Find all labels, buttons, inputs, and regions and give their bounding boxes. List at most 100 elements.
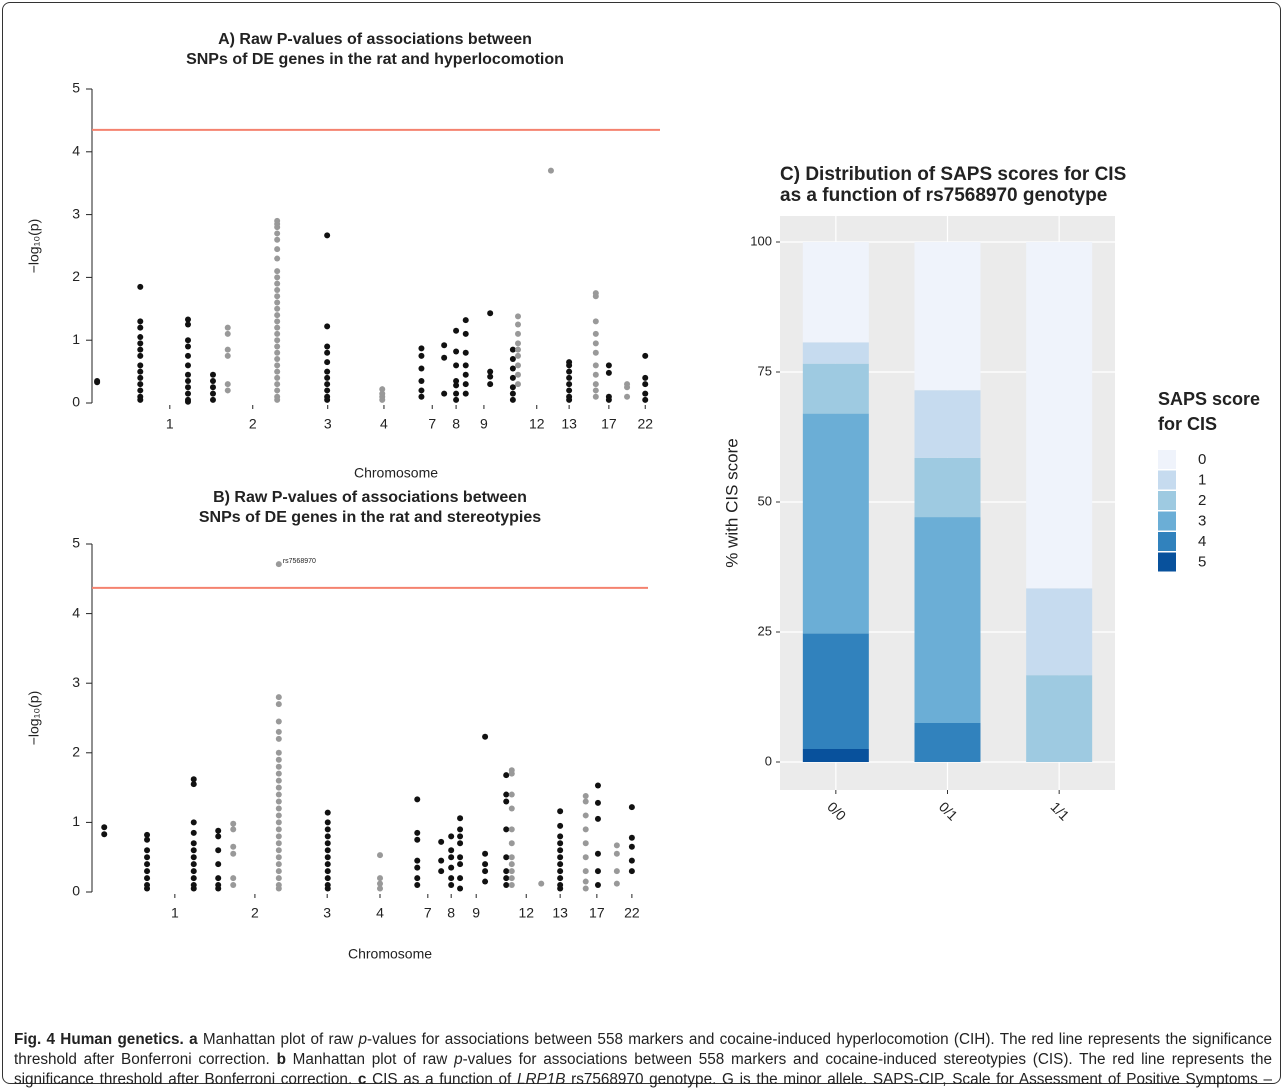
point [453,390,460,397]
x-tick-label: 8 [452,416,460,432]
y-tick-label: 50 [758,493,772,508]
point [275,791,282,798]
y-tick-label: 3 [72,205,80,221]
point [230,826,237,833]
point [438,857,445,864]
point [642,396,649,403]
point [592,349,599,356]
point [190,854,197,861]
point [324,343,331,350]
point [275,812,282,819]
x-tick-label: 12 [529,416,545,432]
point [453,378,460,385]
point [274,381,281,388]
caption-run: Manhattan plot of raw [197,1031,359,1048]
legend-swatch [1158,511,1176,531]
point [414,875,421,882]
point [190,819,197,826]
point [462,330,469,337]
point [582,878,589,885]
point [582,840,589,847]
point [274,374,281,381]
point [379,386,386,393]
point [566,374,573,381]
point [592,362,599,369]
point [594,868,601,875]
point [215,827,222,834]
point [414,829,421,836]
bar-segment [802,342,869,364]
point [438,868,445,875]
point [613,880,620,887]
point [592,318,599,325]
point [509,374,516,381]
point [624,393,631,400]
point [557,840,564,847]
point [628,834,635,841]
point [274,305,281,312]
legend-swatch [1158,450,1176,469]
point [274,312,281,319]
point [275,854,282,861]
caption-run: Fig. 4 Human genetics. [14,1031,184,1048]
point [230,875,237,882]
point [592,371,599,378]
point [509,384,516,391]
point [582,868,589,875]
point [457,826,464,833]
point [275,847,282,854]
point [582,812,589,819]
point [190,885,197,892]
x-tick-label: 1 [166,416,174,432]
point [642,374,649,381]
point [275,701,282,708]
point [274,246,281,253]
point [215,885,222,892]
point [508,854,515,861]
x-tick-label: 2 [249,416,257,432]
point [462,381,469,388]
point [448,854,455,861]
point [642,352,649,359]
point [274,230,281,237]
x-tick-label: 2 [251,905,259,921]
point [324,819,331,826]
point [274,255,281,262]
x-tick-label: 9 [472,905,480,921]
point [324,809,331,816]
point [509,365,516,372]
point [324,840,331,847]
point [377,885,384,892]
caption-run: a [189,1031,198,1048]
point [324,349,331,356]
point [418,345,425,352]
legend-swatch [1158,491,1176,510]
point [324,323,331,330]
point [137,381,144,388]
x-tick-label: 3 [323,905,331,921]
point [215,833,222,840]
point [324,861,331,868]
caption-run: p [454,1051,463,1068]
point [509,390,516,397]
point [508,840,515,847]
x-tick-label: 4 [380,416,388,432]
point [184,362,191,369]
point [503,791,510,798]
y-tick-label: 1 [72,813,80,829]
point [515,371,521,378]
point [457,840,464,847]
point [275,763,282,770]
legend-swatch [1158,470,1176,490]
point [137,362,144,369]
point [448,864,455,871]
point [274,293,281,300]
point [557,854,564,861]
point [184,384,191,391]
point [324,374,331,381]
point [184,337,191,344]
point [274,268,281,275]
y-tick-label: 0 [72,394,80,410]
point [209,378,216,385]
point [624,384,631,391]
